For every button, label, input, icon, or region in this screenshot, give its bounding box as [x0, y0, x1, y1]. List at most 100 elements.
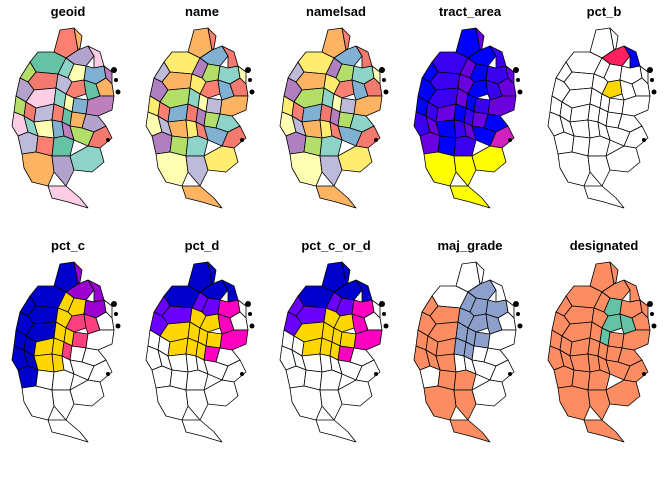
tract-polygon [341, 27, 351, 51]
tract-polygon [229, 311, 249, 331]
tract-polygon [203, 145, 239, 173]
tract-polygon [583, 185, 625, 209]
choropleth-map [145, 261, 255, 443]
panel-title: geoid [50, 4, 86, 19]
tract-polygon [51, 389, 75, 421]
island-shape [245, 301, 251, 307]
tract-polygon [601, 313, 623, 333]
tract-polygon [17, 131, 39, 155]
choropleth-map [11, 261, 121, 443]
choropleth-map [547, 261, 657, 443]
tract-polygon [47, 419, 89, 443]
map-panel-pct-d: pct_d [135, 234, 269, 474]
tract-polygon [95, 77, 115, 97]
tract-polygon [587, 369, 611, 391]
tract-polygon [473, 97, 491, 115]
tract-polygon [605, 145, 641, 173]
panel-title: pct_c_or_d [301, 238, 371, 253]
tract-polygon [205, 331, 223, 349]
island-shape [642, 138, 646, 142]
map-panel-pct-c-or-d: pct_c_or_d [269, 234, 403, 474]
island-shape [383, 89, 389, 95]
island-shape [249, 323, 255, 329]
tract-polygon [553, 131, 575, 155]
island-shape [382, 78, 386, 82]
tract-polygon [557, 151, 591, 187]
tract-polygon [621, 329, 651, 351]
island-shape [240, 138, 244, 142]
tract-polygon [363, 311, 383, 331]
island-shape [249, 89, 255, 95]
tract-polygon [199, 313, 221, 333]
island-shape [248, 78, 252, 82]
tract-polygon [199, 79, 221, 99]
panel-title: pct_b [586, 4, 622, 19]
island-shape [115, 89, 121, 95]
map-panel-name: name [135, 0, 269, 240]
island-shape [114, 78, 118, 82]
tract-polygon [87, 359, 113, 383]
tract-polygon [353, 329, 383, 351]
tract-polygon [315, 419, 357, 443]
tract-polygon [85, 329, 115, 351]
island-shape [516, 78, 520, 82]
tract-polygon [181, 185, 223, 209]
tract-polygon [453, 155, 477, 187]
island-shape [508, 372, 512, 376]
tract-polygon [315, 185, 357, 209]
panel-title: maj_grade [437, 238, 503, 253]
island-shape [647, 301, 653, 307]
map-panel-maj-grade: maj_grade [403, 234, 537, 474]
tract-polygon [607, 331, 625, 349]
tract-polygon [623, 125, 649, 149]
tract-polygon [449, 419, 491, 443]
tract-polygon [601, 79, 623, 99]
tract-polygon [487, 329, 517, 351]
island-shape [248, 312, 252, 316]
tract-polygon [289, 385, 323, 421]
tract-polygon [221, 125, 247, 149]
tract-polygon [185, 135, 209, 157]
island-shape [111, 67, 117, 73]
tract-polygon [17, 365, 39, 389]
choropleth-map [145, 27, 255, 209]
tract-polygon [185, 155, 209, 187]
map-panel-geoid: geoid [1, 0, 135, 240]
tract-polygon [51, 369, 75, 391]
tract-polygon [353, 95, 383, 117]
tract-polygon [487, 95, 517, 117]
island-shape [642, 372, 646, 376]
tract-polygon [607, 97, 625, 115]
island-shape [374, 372, 378, 376]
island-shape [115, 323, 121, 329]
tract-polygon [185, 369, 209, 391]
island-shape [650, 312, 654, 316]
panel-title: designated [569, 238, 639, 253]
tract-polygon [453, 135, 477, 157]
tract-polygon [553, 365, 575, 389]
tract-polygon [339, 97, 357, 115]
tract-polygon [489, 125, 515, 149]
tract-polygon [69, 379, 105, 407]
tract-polygon [207, 27, 217, 51]
tract-polygon [497, 311, 517, 331]
tract-polygon [631, 311, 651, 331]
tract-polygon [47, 185, 89, 209]
island-shape [647, 67, 653, 73]
island-shape [114, 312, 118, 316]
tract-polygon [609, 261, 619, 285]
tract-polygon [73, 27, 83, 51]
tract-polygon [319, 369, 343, 391]
choropleth-map [413, 27, 523, 209]
tract-polygon [151, 365, 173, 389]
tract-polygon [339, 331, 357, 349]
tract-polygon [155, 385, 189, 421]
choropleth-map [279, 27, 389, 209]
tract-polygon [467, 313, 489, 333]
tract-polygon [319, 135, 343, 157]
tract-polygon [71, 331, 89, 349]
map-panel-namelsad: namelsad [269, 0, 403, 240]
island-shape [650, 78, 654, 82]
tract-polygon [333, 79, 355, 99]
island-shape [383, 323, 389, 329]
